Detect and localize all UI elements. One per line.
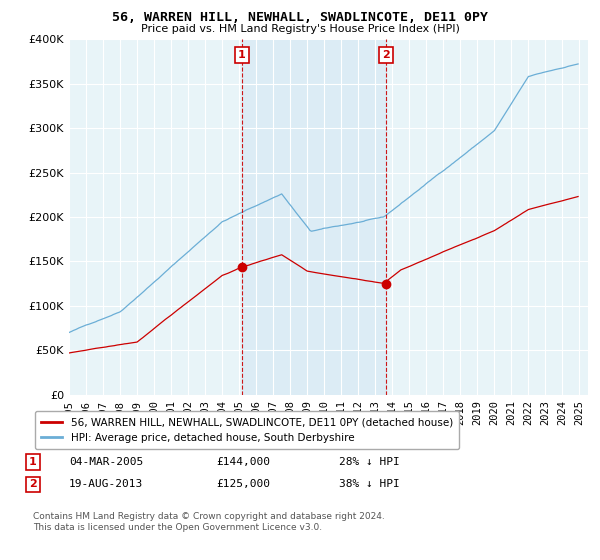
Text: £144,000: £144,000	[216, 457, 270, 467]
Text: £125,000: £125,000	[216, 479, 270, 489]
Text: 28% ↓ HPI: 28% ↓ HPI	[339, 457, 400, 467]
Text: 1: 1	[238, 50, 246, 60]
Bar	[242, 39, 386, 395]
Text: 2: 2	[382, 50, 390, 60]
Text: 19-AUG-2013: 19-AUG-2013	[69, 479, 143, 489]
Text: 1: 1	[29, 457, 37, 467]
Text: 38% ↓ HPI: 38% ↓ HPI	[339, 479, 400, 489]
Text: 04-MAR-2005: 04-MAR-2005	[69, 457, 143, 467]
Text: 2: 2	[29, 479, 37, 489]
Legend: 56, WARREN HILL, NEWHALL, SWADLINCOTE, DE11 0PY (detached house), HPI: Average p: 56, WARREN HILL, NEWHALL, SWADLINCOTE, D…	[35, 411, 459, 449]
Text: Contains HM Land Registry data © Crown copyright and database right 2024.
This d: Contains HM Land Registry data © Crown c…	[33, 512, 385, 532]
Text: 56, WARREN HILL, NEWHALL, SWADLINCOTE, DE11 0PY: 56, WARREN HILL, NEWHALL, SWADLINCOTE, D…	[112, 11, 488, 24]
Text: Price paid vs. HM Land Registry's House Price Index (HPI): Price paid vs. HM Land Registry's House …	[140, 24, 460, 34]
